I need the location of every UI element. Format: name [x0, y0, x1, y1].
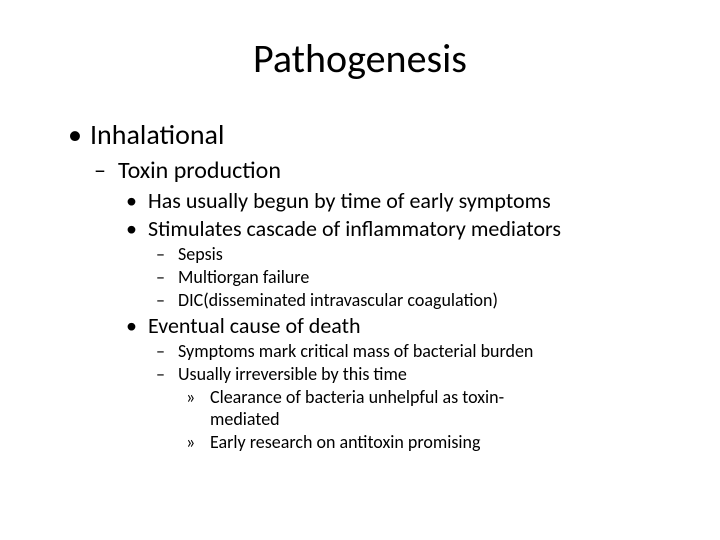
bullet-text: Eventual cause of death — [148, 312, 361, 339]
bullet-text: Stimulates cascade of inflammatory media… — [148, 215, 561, 242]
dash-icon: – — [94, 156, 118, 185]
dot-icon: • — [126, 312, 148, 339]
bullet-text: Toxin production — [118, 156, 281, 185]
bullet-text: Usually irreversible by this time — [178, 363, 407, 385]
bullet-text: Early research on antitoxin promising — [210, 431, 480, 453]
dot-icon: • — [126, 215, 148, 242]
raquo-icon: » — [186, 386, 210, 408]
slide-body: •Inhalational –Toxin production •Has usu… — [60, 117, 660, 453]
bullet-level-4: –Multiorgan failure — [60, 266, 660, 288]
bullet-level-5: »Clearance of bacteria unhelpful as toxi… — [60, 386, 660, 408]
dash-icon: – — [156, 340, 178, 362]
bullet-text: Multiorgan failure — [178, 266, 309, 288]
bullet-level-1: •Inhalational — [60, 117, 660, 152]
bullet-level-5: »Early research on antitoxin promising — [60, 431, 660, 453]
dash-icon: – — [156, 289, 178, 311]
bullet-text: Inhalational — [90, 117, 224, 152]
bullet-level-4: –DIC(disseminated intravascular coagulat… — [60, 289, 660, 311]
slide-title: Pathogenesis — [60, 34, 660, 83]
bullet-level-5-continuation: mediated — [60, 408, 660, 430]
bullet-level-3: •Has usually begun by time of early symp… — [60, 187, 660, 214]
bullet-level-2: –Toxin production — [60, 156, 660, 185]
bullet-text: Sepsis — [178, 243, 223, 265]
raquo-icon: » — [186, 431, 210, 453]
dash-icon: – — [156, 363, 178, 385]
bullet-level-4: –Usually irreversible by this time — [60, 363, 660, 385]
slide: Pathogenesis •Inhalational –Toxin produc… — [0, 0, 720, 540]
bullet-text: mediated — [210, 408, 280, 430]
dot-icon: • — [68, 117, 90, 152]
dash-icon: – — [156, 266, 178, 288]
bullet-text: Clearance of bacteria unhelpful as toxin… — [210, 386, 504, 408]
outline-list: •Inhalational –Toxin production •Has usu… — [60, 117, 660, 453]
bullet-text: Has usually begun by time of early sympt… — [148, 187, 551, 214]
bullet-level-4: –Sepsis — [60, 243, 660, 265]
dot-icon: • — [126, 187, 148, 214]
bullet-level-3: •Eventual cause of death — [60, 312, 660, 339]
dash-icon: – — [156, 243, 178, 265]
bullet-level-4: –Symptoms mark critical mass of bacteria… — [60, 340, 660, 362]
bullet-text: DIC(disseminated intravascular coagulati… — [178, 289, 498, 311]
bullet-level-3: •Stimulates cascade of inflammatory medi… — [60, 215, 660, 242]
bullet-text: Symptoms mark critical mass of bacterial… — [178, 340, 533, 362]
